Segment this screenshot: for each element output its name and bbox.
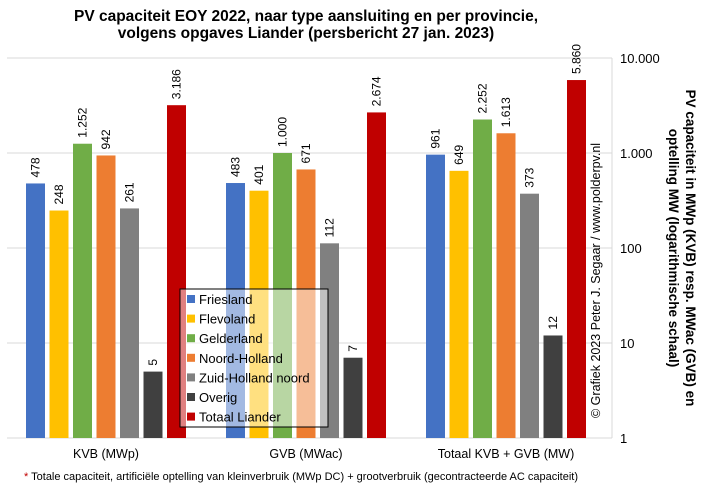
legend-label: Gelderland: [199, 331, 263, 346]
bar: [449, 170, 469, 439]
credit-text: © Grafiek 2023 Peter J. Segaar / www.pol…: [589, 143, 603, 418]
data-label: 483: [229, 157, 243, 177]
legend-label: Totaal Liander: [199, 410, 281, 425]
y-tick-label: 10.000: [620, 51, 660, 66]
legend-swatch: [187, 295, 195, 303]
legend-label: Noord-Holland: [199, 351, 283, 366]
y-tick-label: 1.000: [620, 146, 653, 161]
bar: [520, 193, 539, 438]
bar: [567, 80, 586, 438]
y-tick-label: 10: [620, 336, 634, 351]
bar: [73, 143, 92, 438]
legend-swatch: [187, 393, 195, 401]
data-label: 2.252: [476, 83, 490, 113]
y-tick-label: 100: [620, 241, 642, 256]
y-tick-labels: 1 10 100 1.000 10.000: [620, 51, 660, 446]
data-label: 1.613: [499, 97, 513, 127]
data-label: 261: [123, 182, 137, 202]
category-labels: KVB (MWp) GVB (MWac) Totaal KVB + GVB (MW): [73, 447, 574, 461]
data-labels: 478 248 1.252 942 261 5 3.186 483 401 1.000 671 112…: [29, 44, 584, 366]
legend: Friesland Flevoland Gelderland Noord-Hollan…: [179, 288, 329, 428]
legend-swatch: [187, 353, 195, 362]
y-axis-label-line-2: optelling MW (logarithmische schaal): [666, 129, 681, 368]
chart-subtitle: volgens opgaves Liander (persbericht 27 …: [118, 25, 494, 42]
legend-swatch: [187, 373, 195, 382]
data-label: 401: [252, 164, 266, 184]
legend-label: Overig: [199, 390, 237, 405]
bar: [543, 335, 563, 438]
bar: [120, 208, 139, 438]
bar: [143, 371, 163, 438]
data-label: 248: [52, 184, 66, 204]
data-label: 7: [346, 345, 360, 352]
y-axis-label: PV capaciteit in MWp (KVB) resp. MWac (G…: [666, 90, 698, 407]
data-label: 1.252: [76, 107, 90, 137]
category-label: KVB (MWp): [73, 447, 139, 461]
data-label: 942: [99, 129, 113, 149]
data-label: 5.860: [570, 44, 584, 74]
data-label: 3.186: [170, 69, 184, 99]
bar: [26, 183, 45, 438]
data-label: 671: [299, 143, 313, 163]
data-label: 373: [523, 167, 537, 187]
legend-box: [179, 288, 329, 428]
footnote-text: Totale capaciteit, artificiële optelling…: [28, 471, 578, 483]
y-axis-label-line-1: PV capaciteit in MWp (KVB) resp. MWac (G…: [683, 90, 698, 407]
bar: [496, 133, 516, 439]
legend-swatch: [187, 412, 195, 421]
data-label: 649: [452, 144, 466, 164]
legend-label: Friesland: [199, 292, 252, 307]
data-label: 478: [29, 157, 43, 177]
y-tick-label: 1: [620, 431, 627, 446]
data-label: 5: [146, 359, 160, 366]
category-label: GVB (MWac): [269, 447, 342, 461]
footnote: * Totale capaciteit, artificiële optelli…: [24, 471, 578, 483]
category-label: Totaal KVB + GVB (MW): [438, 447, 575, 461]
bar: [96, 155, 116, 439]
data-label: 2.674: [370, 76, 384, 106]
data-label: 1.000: [276, 117, 290, 147]
legend-label: Zuid-Holland noord: [199, 370, 310, 385]
legend-label: Flevoland: [199, 312, 255, 327]
bar: [49, 210, 69, 438]
bar: [367, 112, 386, 438]
chart-title: PV capaciteit EOY 2022, naar type aanslu…: [74, 8, 538, 25]
bar: [473, 119, 492, 438]
footnote-star: *: [24, 471, 29, 483]
bar: [343, 357, 363, 438]
data-label: 12: [546, 316, 560, 330]
legend-swatch: [187, 334, 195, 343]
legend-swatch: [187, 314, 195, 323]
data-label: 112: [323, 218, 337, 237]
data-label: 961: [429, 128, 443, 148]
bar: [426, 154, 445, 438]
